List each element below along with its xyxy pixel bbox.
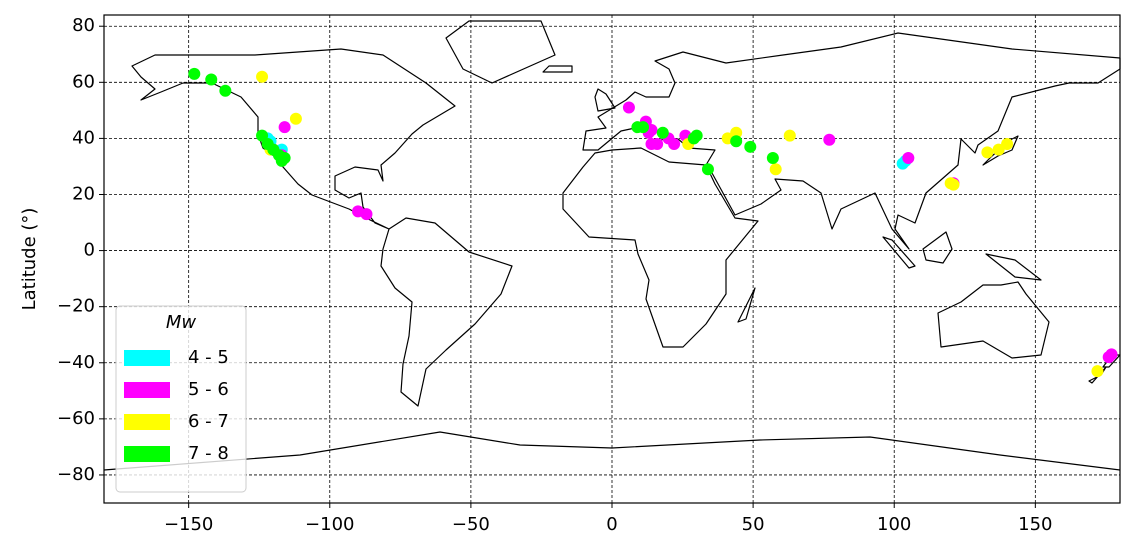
north-america <box>131 48 456 230</box>
x-tick-label: 50 <box>742 514 765 535</box>
coastlines <box>103 20 1121 471</box>
legend-swatch <box>124 350 170 366</box>
epicenter-point <box>622 101 635 114</box>
x-tick-label: 100 <box>877 514 911 535</box>
epicenter-point <box>701 163 714 176</box>
legend-label: 5 - 6 <box>188 379 229 400</box>
legend-label: 6 - 7 <box>188 411 229 432</box>
legend-swatch <box>124 446 170 462</box>
epicenter-point <box>278 121 291 134</box>
epicenter-point <box>730 135 743 148</box>
y-tick-label: 20 <box>72 183 95 204</box>
australia <box>937 281 1050 359</box>
y-tick-label: −80 <box>57 464 95 485</box>
epicenter-point <box>256 70 269 83</box>
borneo <box>922 231 953 264</box>
madagascar <box>737 287 756 323</box>
epicenter-point <box>992 143 1005 156</box>
epicenter-point <box>981 146 994 159</box>
y-tick-label: −60 <box>57 408 95 429</box>
y-axis-label: Latitude (°) <box>19 208 40 311</box>
epicenter-point <box>1105 348 1118 361</box>
epicenter-point <box>637 121 650 134</box>
epicenter-point <box>205 73 218 86</box>
sumatra <box>882 236 916 269</box>
epicenter-point <box>730 126 743 139</box>
epicenter-point <box>823 133 836 146</box>
plot-frame <box>103 14 1121 504</box>
south-america <box>380 217 513 407</box>
epicenter-point <box>289 112 302 125</box>
legend-label: 4 - 5 <box>188 347 229 368</box>
x-tick-label: −50 <box>452 514 490 535</box>
legend-swatch <box>124 414 170 430</box>
new-guinea <box>985 253 1042 281</box>
greenland <box>445 20 556 84</box>
legend-label: 7 - 8 <box>188 443 229 464</box>
x-tick-label: −150 <box>164 514 213 535</box>
epicenter-point <box>656 126 669 139</box>
britain <box>594 88 616 112</box>
epicenter-point <box>902 152 915 165</box>
x-tick-label: 0 <box>606 514 617 535</box>
epicenter-point <box>645 138 658 151</box>
x-tick-label: −100 <box>305 514 354 535</box>
africa <box>562 147 759 348</box>
epicenter-point <box>668 138 681 151</box>
x-tick-label: 150 <box>1018 514 1052 535</box>
epicenter-point <box>783 129 796 142</box>
epicenter-point <box>766 152 779 165</box>
epicenter-point <box>744 140 757 153</box>
epicenter-point <box>769 163 782 176</box>
epicenter-point <box>360 208 373 221</box>
epicenter-point <box>219 84 232 97</box>
epicenter-point <box>1091 365 1104 378</box>
legend-title: Mw <box>166 312 197 333</box>
epicenter-point <box>687 132 700 145</box>
y-tick-label: −20 <box>57 296 95 317</box>
legend-swatch <box>124 382 170 398</box>
epicenter-point <box>947 178 960 191</box>
y-tick-label: 40 <box>72 127 95 148</box>
epicenter-point <box>1001 138 1014 151</box>
y-tick-label: 80 <box>72 15 95 36</box>
antarctica <box>103 431 1121 471</box>
iceland <box>542 65 573 73</box>
y-tick-label: 0 <box>84 240 95 261</box>
y-tick-label: 60 <box>72 71 95 92</box>
eurasia <box>582 32 1121 250</box>
epicenter-point <box>256 129 269 142</box>
epicenter-point <box>275 154 288 167</box>
y-tick-label: −40 <box>57 352 95 373</box>
epicenter-point <box>188 67 201 80</box>
